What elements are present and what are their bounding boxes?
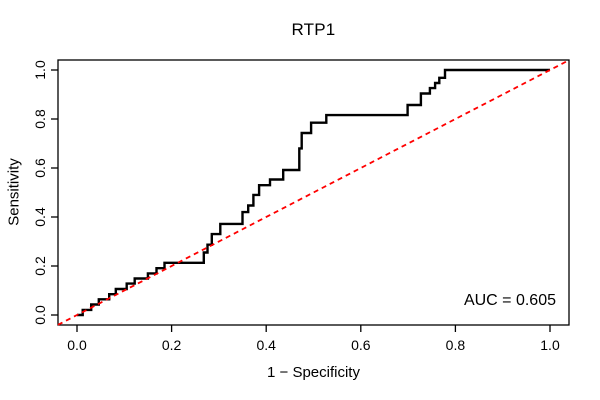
chance-diagonal — [57, 59, 570, 326]
x-tick-label: 1.0 — [540, 337, 560, 353]
axis-box — [57, 59, 570, 326]
x-tick-label: 0.8 — [445, 337, 466, 353]
chart-title: RTP1 — [291, 20, 336, 39]
chart-series — [57, 59, 570, 326]
x-tick-label: 0.0 — [67, 337, 87, 353]
y-tick-label: 1.0 — [32, 60, 48, 80]
y-tick-label: 0.0 — [32, 305, 48, 325]
axis-tick-marks — [51, 69, 551, 332]
auc-annotation: AUC = 0.605 — [463, 292, 556, 309]
y-tick-label: 0.2 — [32, 256, 48, 276]
roc-curve — [77, 68, 550, 317]
y-tick-label: 0.4 — [32, 207, 48, 227]
y-tick-label: 0.6 — [32, 158, 48, 178]
x-axis-label: 1 − Specificity — [267, 364, 360, 381]
x-tick-label: 0.6 — [351, 337, 371, 353]
y-axis-label: Sensitivity — [5, 158, 23, 226]
x-tick-label: 0.2 — [161, 337, 182, 353]
x-tick-label: 0.4 — [256, 337, 276, 353]
y-tick-label: 0.8 — [32, 109, 48, 129]
